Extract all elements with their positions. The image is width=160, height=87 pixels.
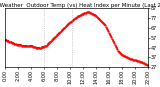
Title: Milwaukee Weather  Outdoor Temp (vs) Heat Index per Minute (Last 24 Hours): Milwaukee Weather Outdoor Temp (vs) Heat… (0, 3, 160, 8)
